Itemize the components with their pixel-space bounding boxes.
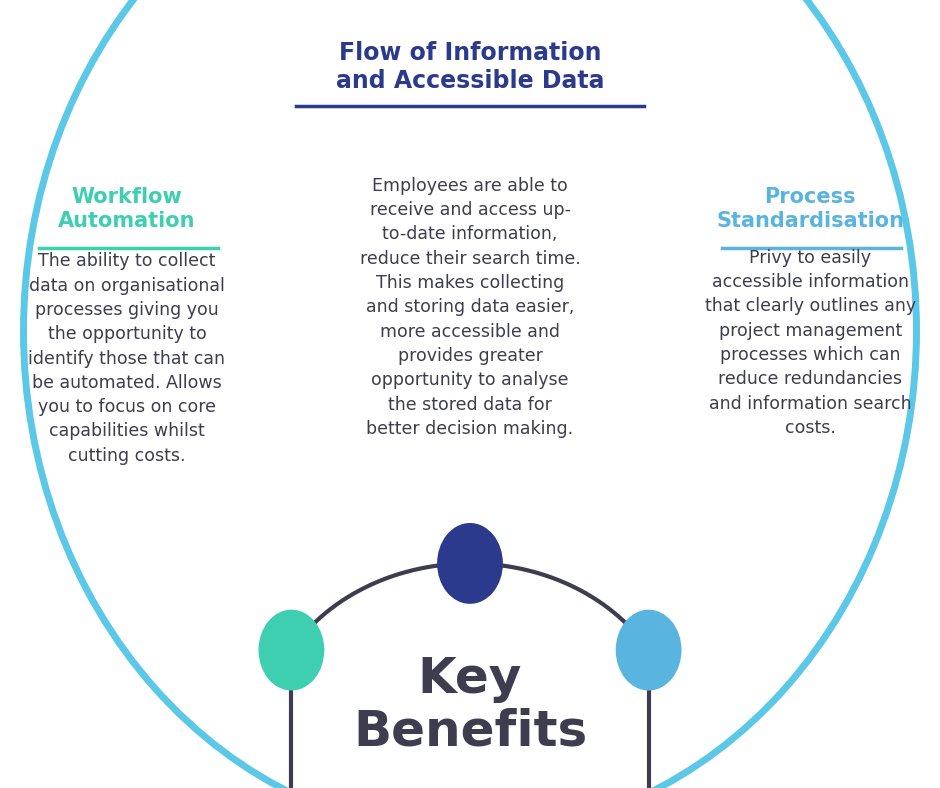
Ellipse shape: [258, 610, 324, 690]
Text: Process
Standardisation: Process Standardisation: [716, 187, 904, 231]
Text: Key
Benefits: Key Benefits: [352, 656, 588, 755]
Text: Workflow
Automation: Workflow Automation: [58, 187, 196, 231]
Text: Employees are able to
receive and access up-
to-date information,
reduce their s: Employees are able to receive and access…: [360, 177, 580, 438]
Text: Privy to easily
accessible information
that clearly outlines any
project managem: Privy to easily accessible information t…: [705, 249, 916, 437]
Ellipse shape: [437, 523, 503, 604]
Text: The ability to collect
data on organisational
processes giving you
the opportuni: The ability to collect data on organisat…: [28, 252, 226, 465]
Text: Flow of Information
and Accessible Data: Flow of Information and Accessible Data: [336, 41, 604, 93]
Ellipse shape: [616, 610, 682, 690]
